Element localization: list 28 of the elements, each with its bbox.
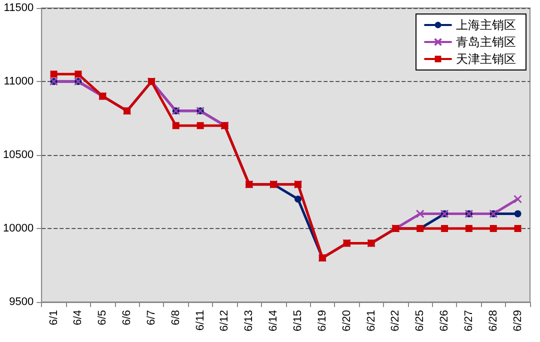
x-tick-label: 6/14 [268,310,280,332]
legend-label: 上海主销区 [456,18,516,32]
x-tick-label: 6/7 [145,310,158,326]
y-tick-label: 10000 [2,222,34,234]
x-tick-label: 6/8 [170,310,182,326]
x-tick-label: 6/27 [462,310,475,332]
x-tick-label: 6/11 [194,310,206,331]
legend-label: 青岛主销区 [456,35,516,49]
y-tick-label: 11500 [4,2,34,14]
x-tick-label: 6/4 [72,310,84,326]
x-tick-label: 6/22 [390,310,402,332]
x-tick-label: 6/15 [292,310,304,332]
x-tick-label: 6/19 [316,310,328,332]
x-tick-label: 6/12 [218,310,231,332]
y-tick-label: 9500 [9,296,34,308]
x-tick-label: 6/13 [243,310,256,332]
x-tick-label: 6/1 [48,310,60,326]
x-tick-label: 6/5 [96,310,109,326]
x-tick-label: 6/26 [438,310,451,332]
y-tick-label: 11000 [4,76,34,88]
x-tick-label: 6/25 [414,310,426,332]
x-tick-label: 6/21 [365,310,378,332]
x-tick-label: 6/29 [512,310,524,332]
x-tick-label: 6/28 [487,310,500,332]
x-tick-label: 6/20 [340,310,353,332]
legend-label: 天津主销区 [456,52,516,66]
x-tick-label: 6/6 [121,310,134,326]
y-tick-label: 10500 [2,149,34,161]
